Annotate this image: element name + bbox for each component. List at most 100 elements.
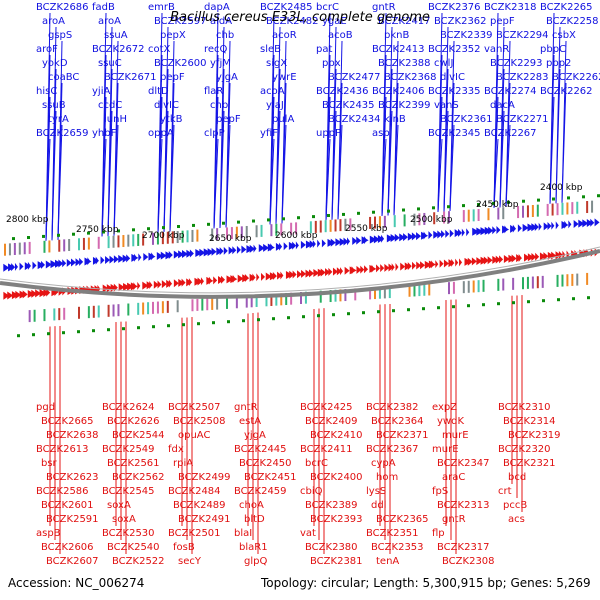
forward-gene-arrow [543, 222, 549, 231]
reverse-gene-arrow [213, 276, 218, 285]
forward-gene-label: tyrA [48, 114, 69, 125]
reverse-gene-arrow [400, 262, 406, 271]
track-tick [162, 226, 165, 230]
forward-gene-arrow [582, 219, 589, 228]
reverse-gene-label: BCZK2484 [168, 486, 221, 497]
forward-gene-arrow [279, 242, 283, 251]
reverse-cog-block [413, 284, 416, 297]
forward-gene-label: csbX [552, 30, 576, 41]
forward-gene-arrow [182, 250, 189, 259]
forward-gene-label: ppx [322, 58, 341, 69]
forward-gene-arrow [492, 226, 497, 235]
forward-gene-connector [337, 124, 343, 220]
reverse-gene-label: BCZK2613 [36, 444, 89, 455]
reverse-gene-arrow [395, 262, 399, 271]
forward-cog-block [522, 205, 524, 218]
reverse-gene-label: blaI [234, 528, 252, 539]
reverse-gene-arrow [153, 280, 159, 289]
forward-cog-block [290, 222, 293, 235]
forward-gene-label: BCZK2361 [440, 114, 493, 125]
forward-gene-label: uppP [316, 128, 341, 139]
forward-gene-connector [269, 138, 275, 225]
reverse-gene-arrow [173, 279, 179, 288]
forward-cog-block [255, 225, 258, 238]
track-tick [462, 204, 465, 208]
reverse-gene-arrow [364, 265, 369, 274]
forward-gene-arrow [476, 227, 484, 236]
forward-gene-label: acoR [272, 30, 297, 41]
reverse-gene-arrow [518, 253, 522, 262]
reverse-gene-arrow [344, 266, 350, 275]
forward-cog-block [127, 234, 130, 247]
reverse-gene-arrow [336, 267, 342, 276]
forward-gene-label: ylaJ [266, 100, 284, 111]
reverse-gene-arrow [340, 267, 344, 276]
reverse-gene-label: hom [376, 472, 398, 483]
reverse-gene-arrow [407, 262, 412, 271]
track-tick [557, 298, 560, 302]
forward-cog-block [531, 204, 534, 217]
forward-cog-block [58, 239, 61, 252]
forward-gene-arrow [356, 236, 362, 245]
reverse-gene-arrow [380, 264, 385, 273]
forward-gene-arrow [160, 251, 167, 260]
forward-gene-label: recQ [204, 44, 228, 55]
forward-cog-block [309, 221, 312, 234]
forward-gene-arrow [480, 227, 488, 236]
track-tick [437, 306, 440, 310]
reverse-gene-arrow [511, 254, 517, 263]
forward-gene-arrow [321, 239, 326, 248]
forward-gene-arrow [335, 238, 342, 247]
reverse-cog-block [319, 290, 322, 303]
reverse-gene-arrow [325, 268, 331, 277]
forward-gene-connector [219, 110, 225, 228]
reverse-gene-arrow [280, 271, 284, 280]
forward-gene-arrow [386, 234, 394, 243]
reverse-cog-block [58, 308, 61, 321]
forward-gene-connector [157, 138, 163, 233]
forward-cog-block [186, 230, 189, 243]
reverse-gene-arrow [178, 278, 185, 287]
reverse-gene-arrow [309, 269, 315, 278]
kbp-label: 2450 kbp [476, 200, 519, 210]
forward-gene-arrow [253, 244, 257, 253]
forward-gene-arrow [195, 249, 203, 258]
reverse-gene-arrow [46, 288, 51, 297]
track-tick [527, 300, 530, 304]
reverse-gene-arrow [535, 252, 540, 261]
reverse-gene-arrow [127, 282, 135, 291]
forward-gene-arrow [551, 221, 555, 230]
forward-gene-arrow [109, 255, 115, 264]
track-tick [152, 325, 155, 329]
forward-cog-block [137, 233, 140, 246]
track-tick [477, 203, 480, 207]
forward-gene-label: BCZK2406 [372, 86, 425, 97]
reverse-gene-arrow [3, 291, 10, 300]
forward-gene-label: BCZK2659 [36, 128, 89, 139]
reverse-gene-arrow [451, 258, 455, 267]
track-tick [422, 307, 425, 311]
reverse-gene-label: secY [178, 556, 202, 567]
reverse-cog-block [270, 293, 273, 306]
track-tick [122, 327, 125, 331]
reverse-cog-block [28, 310, 31, 323]
forward-gene-arrow [312, 240, 316, 249]
reverse-gene-arrow [555, 251, 562, 260]
forward-gene-label: BCZK2435 [322, 100, 375, 111]
forward-gene-label: vanS [434, 100, 459, 111]
reverse-gene-arrow [39, 289, 47, 298]
reverse-cog-block [117, 304, 120, 317]
forward-gene-arrow [461, 228, 465, 237]
reverse-gene-arrow [118, 283, 125, 292]
reverse-gene-label: acs [508, 514, 525, 525]
forward-cog-block [230, 227, 233, 240]
reverse-cog-block [526, 276, 529, 289]
reverse-gene-arrow [424, 260, 432, 269]
reverse-gene-label: BCZK2549 [102, 444, 155, 455]
reverse-gene-lines [49, 295, 523, 554]
reverse-gene-label: cypA [371, 458, 396, 469]
forward-gene-arrow [423, 231, 427, 240]
forward-cog-block [226, 227, 228, 240]
kbp-label: 2750 kbp [76, 225, 119, 235]
